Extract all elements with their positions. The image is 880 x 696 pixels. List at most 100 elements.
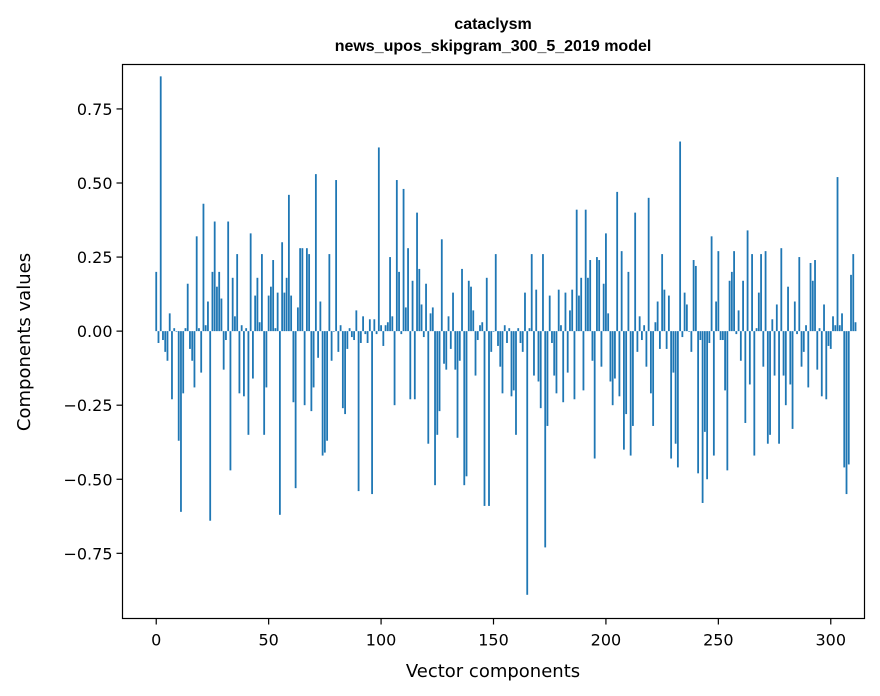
- bar-106: [393, 331, 396, 406]
- bar-157: [508, 328, 511, 332]
- bar-124: [434, 331, 436, 486]
- bar-178: [555, 331, 558, 394]
- bar-273: [769, 331, 771, 435]
- bar-247: [710, 236, 713, 332]
- bar-183: [566, 331, 569, 373]
- bar-33: [229, 331, 232, 471]
- bar-253: [724, 331, 726, 391]
- bar-277: [778, 331, 780, 444]
- bar-54: [276, 292, 279, 332]
- bar-27: [216, 286, 218, 332]
- bar-234: [681, 331, 684, 338]
- bar-155: [503, 325, 506, 332]
- bar-135: [458, 331, 461, 361]
- bar-59: [287, 194, 290, 332]
- bar-160: [515, 331, 517, 435]
- bar-22: [204, 325, 207, 332]
- bar-161: [517, 328, 520, 332]
- bar-75: [323, 331, 326, 453]
- bar-232: [676, 331, 679, 468]
- bar-44: [254, 295, 257, 332]
- bar-35: [234, 316, 236, 332]
- bar-186: [573, 331, 576, 400]
- bar-76: [326, 331, 329, 441]
- bar-108: [398, 271, 400, 332]
- bar-226: [663, 289, 666, 332]
- bar-283: [791, 331, 794, 429]
- bar-244: [703, 331, 706, 432]
- bar-70: [312, 331, 315, 388]
- bar-263: [746, 230, 749, 332]
- bar-176: [551, 331, 553, 343]
- bar-245: [706, 331, 709, 480]
- bar-16: [191, 331, 194, 361]
- bar-37: [238, 331, 241, 394]
- bar-58: [285, 277, 288, 332]
- bar-107: [395, 180, 398, 332]
- bar-173: [544, 331, 547, 548]
- bar-248: [712, 331, 715, 456]
- bar-179: [557, 289, 560, 332]
- bar-202: [609, 331, 612, 382]
- bar-17: [193, 331, 196, 388]
- bar-274: [771, 319, 774, 332]
- bar-205: [616, 191, 619, 332]
- bar-220: [649, 331, 652, 394]
- bar-164: [524, 292, 526, 332]
- bar-53: [274, 328, 277, 332]
- bar-216: [641, 331, 643, 341]
- bar-132: [452, 292, 454, 332]
- bar-8: [173, 328, 176, 332]
- bar-114: [411, 280, 414, 332]
- bar-98: [375, 331, 378, 335]
- bar-145: [481, 322, 484, 332]
- bar-79: [332, 331, 335, 332]
- bar-169: [535, 289, 538, 332]
- bar-66: [303, 331, 306, 406]
- bar-131: [449, 331, 452, 349]
- bar-199: [602, 283, 605, 332]
- bar-101: [382, 331, 385, 346]
- bar-250: [717, 251, 720, 332]
- bar-222: [654, 322, 657, 332]
- bar-143: [476, 331, 479, 341]
- bar-260: [739, 331, 742, 361]
- bar-227: [665, 331, 668, 349]
- bar-224: [658, 331, 661, 349]
- bar-259: [737, 310, 740, 332]
- bar-7: [171, 331, 173, 400]
- bar-128: [443, 331, 445, 364]
- chart-subtitle: news_upos_skipgram_300_5_2019 model: [335, 38, 652, 55]
- bar-243: [701, 331, 704, 503]
- bar-140: [470, 286, 472, 332]
- bar-41: [247, 331, 250, 435]
- x-tick-label: 150: [478, 631, 509, 650]
- bar-196: [596, 257, 598, 332]
- bar-230: [672, 331, 675, 373]
- bar-153: [499, 331, 502, 367]
- bar-12: [182, 331, 185, 394]
- bar-38: [240, 325, 243, 332]
- bar-291: [809, 262, 812, 332]
- bar-5: [166, 331, 169, 361]
- bar-89: [355, 310, 358, 332]
- bar-39: [243, 331, 245, 397]
- bar-207: [620, 251, 623, 332]
- bar-78: [330, 331, 333, 361]
- bar-194: [591, 331, 594, 361]
- y-tick-label: 0.25: [77, 248, 113, 267]
- bar-21: [202, 203, 205, 332]
- bar-195: [593, 331, 596, 459]
- bar-213: [634, 212, 637, 332]
- bar-19: [198, 328, 200, 332]
- bar-126: [438, 331, 441, 412]
- bar-88: [353, 331, 355, 341]
- chart-title: cataclysm: [454, 16, 531, 33]
- bar-307: [845, 331, 848, 495]
- bar-60: [290, 295, 293, 332]
- bar-26: [213, 221, 216, 332]
- bar-43: [252, 331, 254, 379]
- bar-300: [829, 331, 832, 349]
- bar-218: [645, 331, 648, 367]
- bar-159: [512, 331, 515, 391]
